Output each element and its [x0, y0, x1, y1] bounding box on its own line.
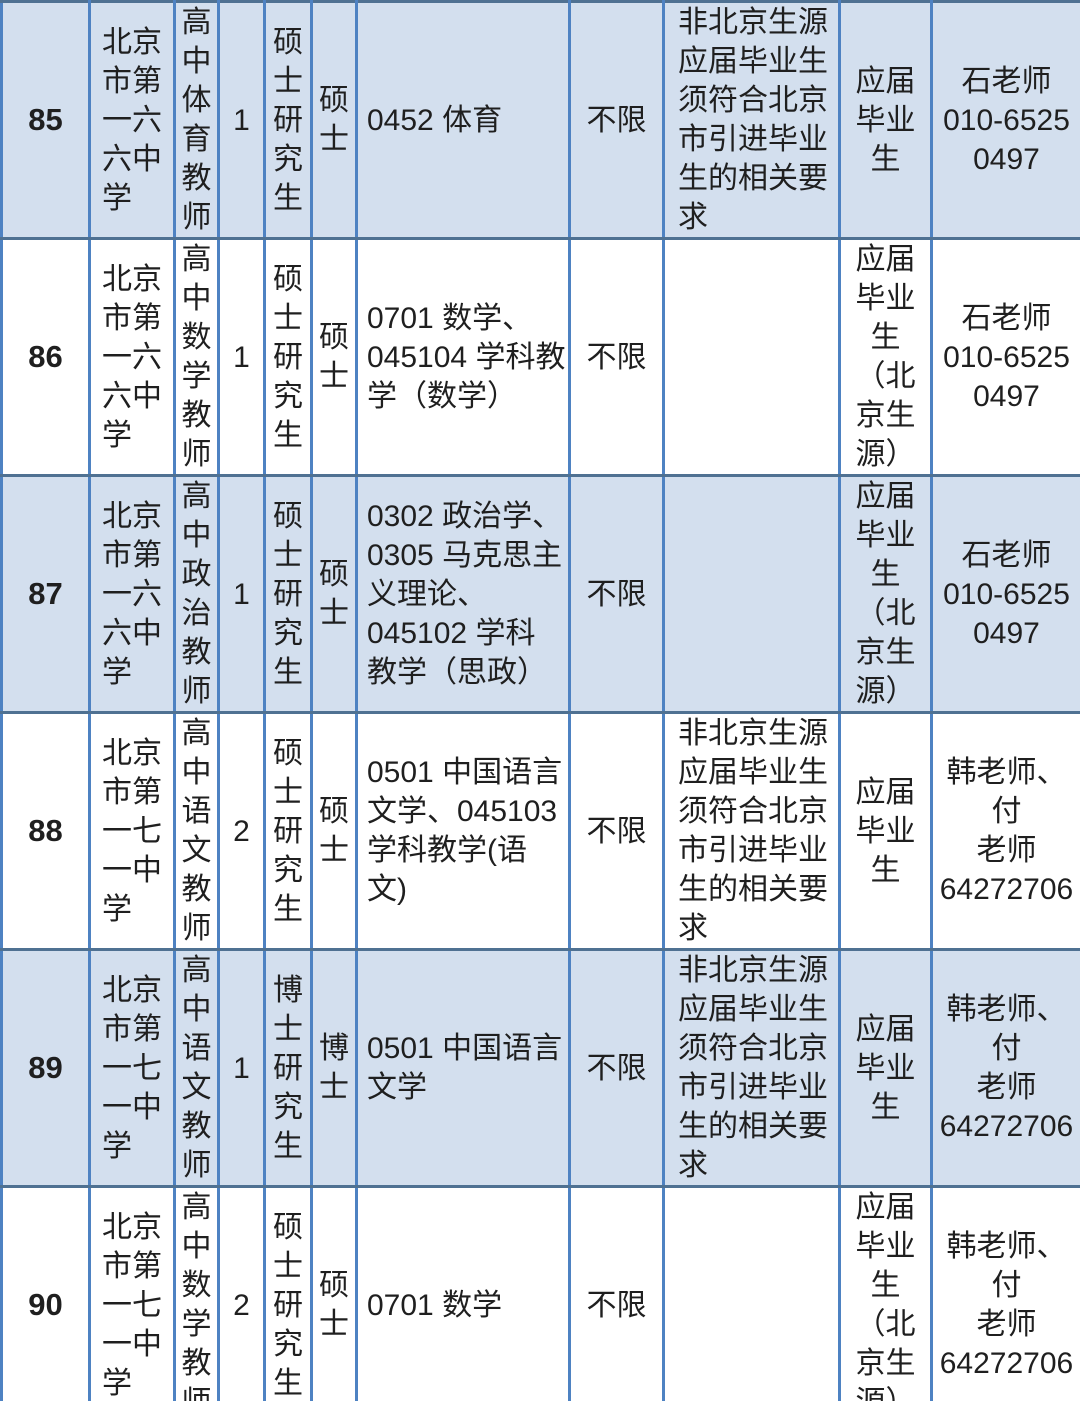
cell-row-number: 86: [0, 237, 91, 477]
cell-education: 硕 士 研 究 生: [263, 237, 313, 477]
cell-requirement: 非北京生源 应届毕业生 须符合北京 市引进毕业 生的相关要 求: [662, 0, 841, 240]
school-name-text: 北京 市第 一六 六中 学: [102, 25, 162, 215]
cell-degree: 硕 士: [310, 711, 358, 951]
cell-student-source: 应届 毕业 生 （北 京生 源）: [838, 1185, 933, 1401]
cell-row-number: 90: [0, 1185, 91, 1401]
cell-school-name: 北京 市第 一六 六中 学: [88, 0, 176, 240]
cell-headcount: 2: [217, 1185, 266, 1401]
cell-education: 硕 士 研 究 生: [263, 1185, 313, 1401]
cell-student-source: 应届 毕业 生 （北 京生 源）: [838, 474, 933, 714]
cell-major-codes: 0452 体育: [355, 0, 571, 240]
cell-contact-info: 石老师 010-6525 0497: [930, 474, 1080, 714]
cell-row-number: 88: [0, 711, 91, 951]
cell-education: 硕 士 研 究 生: [263, 711, 313, 951]
cell-contact-info: 韩老师、付 老师 64272706: [930, 1185, 1080, 1401]
cell-other-limit: 不限: [568, 474, 665, 714]
cell-school-name: 北京 市第 一七 一中 学: [88, 711, 176, 951]
table-row: 90 北京 市第 一七 一中 学 高 中 数 学 教 师 2 硕 士 研 究 生…: [0, 1185, 1080, 1401]
cell-other-limit: 不限: [568, 0, 665, 240]
cell-major-codes: 0501 中国语言 文学: [355, 948, 571, 1188]
table-row: 87 北京 市第 一六 六中 学 高 中 政 治 教 师 1 硕 士 研 究 生…: [0, 474, 1080, 714]
cell-school-name: 北京 市第 一六 六中 学: [88, 474, 176, 714]
cell-contact-info: 韩老师、付 老师 64272706: [930, 948, 1080, 1188]
cell-contact-info: 石老师 010-6525 0497: [930, 237, 1080, 477]
cell-other-limit: 不限: [568, 237, 665, 477]
cell-other-limit: 不限: [568, 711, 665, 951]
cell-major-codes: 0701 数学: [355, 1185, 571, 1401]
cell-requirement: [662, 237, 841, 477]
cell-school-name: 北京 市第 一六 六中 学: [88, 237, 176, 477]
school-name-text: 北京 市第 一七 一中 学: [102, 1210, 162, 1400]
cell-headcount: 1: [217, 0, 266, 240]
cell-headcount: 1: [217, 474, 266, 714]
cell-degree: 硕 士: [310, 0, 358, 240]
cell-position-title: 高 中 语 文 教 师: [173, 711, 220, 951]
cell-headcount: 1: [217, 237, 266, 477]
school-name-text: 北京 市第 一六 六中 学: [102, 262, 162, 452]
table-row: 89 北京 市第 一七 一中 学 高 中 语 文 教 师 1 博 士 研 究 生…: [0, 948, 1080, 1188]
cell-position-title: 高 中 数 学 教 师: [173, 1185, 220, 1401]
school-name-text: 北京 市第 一七 一中 学: [102, 973, 162, 1163]
cell-headcount: 1: [217, 948, 266, 1188]
cell-degree: 硕 士: [310, 1185, 358, 1401]
cell-student-source: 应届 毕业 生: [838, 948, 933, 1188]
cell-position-title: 高 中 政 治 教 师: [173, 474, 220, 714]
cell-education: 硕 士 研 究 生: [263, 474, 313, 714]
table-row: 88 北京 市第 一七 一中 学 高 中 语 文 教 师 2 硕 士 研 究 生…: [0, 711, 1080, 951]
cell-major-codes: 0701 数学、 045104 学科教 学（数学）: [355, 237, 571, 477]
cell-requirement: 非北京生源 应届毕业生 须符合北京 市引进毕业 生的相关要 求: [662, 711, 841, 951]
cell-row-number: 85: [0, 0, 91, 240]
cell-student-source: 应届 毕业 生: [838, 711, 933, 951]
cell-degree: 博 士: [310, 948, 358, 1188]
cell-education: 博 士 研 究 生: [263, 948, 313, 1188]
cell-major-codes: 0501 中国语言 文学、045103 学科教学(语文): [355, 711, 571, 951]
cell-position-title: 高 中 语 文 教 师: [173, 948, 220, 1188]
cell-headcount: 2: [217, 711, 266, 951]
cell-requirement: [662, 474, 841, 714]
cell-other-limit: 不限: [568, 948, 665, 1188]
cell-contact-info: 韩老师、付 老师 64272706: [930, 711, 1080, 951]
table-row: 86 北京 市第 一六 六中 学 高 中 数 学 教 师 1 硕 士 研 究 生…: [0, 237, 1080, 477]
cell-student-source: 应届 毕业 生: [838, 0, 933, 240]
cell-requirement: 非北京生源 应届毕业生 须符合北京 市引进毕业 生的相关要 求: [662, 948, 841, 1188]
school-name-text: 北京 市第 一六 六中 学: [102, 499, 162, 689]
cell-degree: 硕 士: [310, 237, 358, 477]
cell-requirement: [662, 1185, 841, 1401]
cell-row-number: 87: [0, 474, 91, 714]
cell-position-title: 高 中 体 育 教 师: [173, 0, 220, 240]
cell-contact-info: 石老师 010-6525 0497: [930, 0, 1080, 240]
school-name-text: 北京 市第 一七 一中 学: [102, 736, 162, 926]
cell-student-source: 应届 毕业 生 （北 京生 源）: [838, 237, 933, 477]
cell-school-name: 北京 市第 一七 一中 学: [88, 948, 176, 1188]
cell-school-name: 北京 市第 一七 一中 学: [88, 1185, 176, 1401]
cell-position-title: 高 中 数 学 教 师: [173, 237, 220, 477]
cell-education: 硕 士 研 究 生: [263, 0, 313, 240]
cell-major-codes: 0302 政治学、 0305 马克思主 义理论、 045102 学科 教学（思政…: [355, 474, 571, 714]
cell-other-limit: 不限: [568, 1185, 665, 1401]
cell-degree: 硕 士: [310, 474, 358, 714]
table-row: 85 北京 市第 一六 六中 学 高 中 体 育 教 师 1 硕 士 研 究 生…: [0, 0, 1080, 240]
cell-row-number: 89: [0, 948, 91, 1188]
